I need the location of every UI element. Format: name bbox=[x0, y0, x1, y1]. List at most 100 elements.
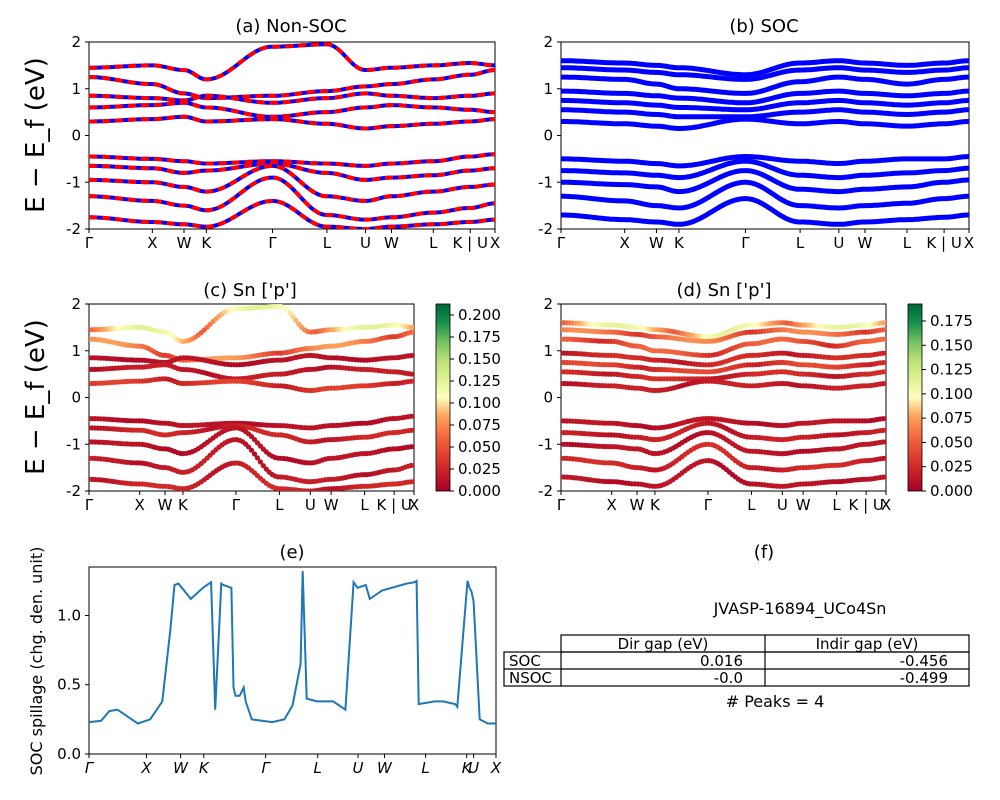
panel-b-xtick-label: W bbox=[858, 234, 873, 252]
panel-d-colorbar-label: 0.125 bbox=[930, 361, 973, 379]
panel-e-ytick-label: 1.0 bbox=[57, 606, 81, 624]
panel-c-point bbox=[287, 310, 293, 316]
panel-c-point bbox=[248, 447, 255, 453]
panel-a-xtick-label: Γ bbox=[268, 234, 277, 252]
panel-c-xtick-label: X bbox=[409, 496, 419, 514]
panel-c-ytick-label: 1 bbox=[71, 342, 81, 360]
panel-a-band-line bbox=[89, 100, 495, 119]
panel-a-band-line bbox=[89, 91, 495, 105]
panel-c-colorbar: 0.000 0.025 0.050 0.075 0.100 0.125 0.150 0.175… bbox=[435, 303, 501, 500]
panel-d-colorbar: 0.000 0.025 0.050 0.075 0.100 0.125 0.150 0.175 bbox=[907, 303, 973, 500]
panel-e-xtick-label: L bbox=[421, 759, 429, 777]
panel-a-band-line bbox=[89, 163, 495, 203]
panel-d-ytick-label: 2 bbox=[543, 295, 553, 313]
panel-a-band-line bbox=[89, 175, 495, 222]
panel-d-colorbar-label: 0.025 bbox=[930, 458, 973, 476]
panel-c-xtick-label: K | U bbox=[376, 496, 411, 514]
panel-c-colorbar-bar bbox=[435, 303, 451, 492]
panel-d-xtick-label: K | U bbox=[848, 496, 883, 514]
panel-b-title: (b) SOC bbox=[729, 16, 798, 37]
panel-a-band-line bbox=[89, 199, 495, 229]
table-row-nsoc-indir: -0.499 bbox=[900, 669, 948, 687]
panel-d-colorbar-label: 0.000 bbox=[930, 482, 973, 500]
panel-d-point bbox=[883, 415, 886, 422]
panel-b-xtick-label: L bbox=[903, 234, 912, 252]
panel-d-title: (d) Sn ['p'] bbox=[676, 280, 771, 301]
panel-e-xtick-label: L bbox=[314, 759, 322, 777]
panel-a-band-line bbox=[89, 161, 495, 182]
table-row-nsoc-label: NSOC bbox=[509, 669, 552, 687]
panel-e-xtick-label: K bbox=[199, 759, 210, 777]
panel-c-xtick-label: L bbox=[360, 496, 369, 514]
panel-c-colorbar-label: 0.125 bbox=[458, 372, 501, 390]
panel-a-band-line bbox=[89, 161, 495, 182]
panel-d-ytick-label: -1 bbox=[538, 435, 553, 453]
panel-c-point bbox=[411, 479, 414, 485]
panel-d-xtick-label: L bbox=[832, 496, 841, 514]
panel-a-band-line bbox=[89, 152, 495, 168]
panel-b-xtick-label: X bbox=[620, 234, 630, 252]
panel-e-spillage-line bbox=[88, 571, 496, 725]
panel-e-xtick-label: X bbox=[140, 759, 152, 777]
panel-c-xtick-label: W bbox=[158, 496, 173, 514]
panel-c-title: (c) Sn ['p'] bbox=[203, 280, 297, 301]
panel-c-xtick-label: K bbox=[178, 496, 189, 514]
panel-c-point bbox=[260, 463, 266, 469]
panel-a-xtick-label: L bbox=[429, 234, 438, 252]
panel-e-ytick-label: 0.0 bbox=[57, 745, 81, 763]
panel-d-point bbox=[883, 369, 886, 375]
panel-e-ytick-label: 0.5 bbox=[57, 676, 81, 694]
panel-b-band-line bbox=[561, 88, 969, 106]
panel-a-ytick-label: 0 bbox=[71, 127, 81, 145]
panel-b-ytick-label: -2 bbox=[538, 220, 553, 238]
panel-d-point bbox=[883, 350, 886, 356]
panel-a-xtick-label: W bbox=[177, 234, 192, 252]
panel-a-band-line bbox=[89, 42, 495, 82]
panel-c-point bbox=[245, 444, 252, 450]
panel-c-ytick-label: -1 bbox=[66, 435, 81, 453]
panel-a-ytick-label: -1 bbox=[66, 173, 81, 191]
panel-d-xtick-label: W bbox=[796, 496, 811, 514]
panel-a-xtick-label: X bbox=[147, 234, 157, 252]
panel-c-xtick-label: X bbox=[135, 496, 145, 514]
table-row-soc-indir: -0.456 bbox=[900, 652, 948, 670]
panel-a-xtick-label: L bbox=[323, 234, 332, 252]
panel-b-band-line bbox=[561, 154, 969, 169]
panel-a-ytick-label: 2 bbox=[71, 33, 81, 51]
panel-b-band-line bbox=[561, 74, 969, 96]
panel-a-ytick-label: 1 bbox=[71, 80, 81, 98]
panel-b-ytick-label: 1 bbox=[543, 80, 553, 98]
panel-a-band-line bbox=[89, 68, 495, 101]
panel-d-point bbox=[883, 474, 886, 480]
panel-c-xtick-label: L bbox=[275, 496, 284, 514]
panel-a-xtick-label: X bbox=[490, 234, 500, 252]
table-row-nsoc-dir: -0.0 bbox=[714, 669, 743, 687]
table-row-soc-dir: 0.016 bbox=[700, 652, 743, 670]
panel-b-band-line bbox=[561, 97, 969, 113]
panel-e-xtick-label: Γ bbox=[261, 759, 271, 777]
panel-b-band-line bbox=[561, 107, 969, 120]
panel-a-xtick-label: Γ bbox=[85, 234, 94, 252]
panel-c-xtick-label: U bbox=[305, 496, 316, 514]
panel-b-xtick-label: L bbox=[796, 234, 805, 252]
panel-c-xtick-label: W bbox=[324, 496, 339, 514]
panel-b-band-line bbox=[561, 65, 969, 82]
panel-f-subtitle: JVASP-16894_UCo4Sn bbox=[713, 599, 887, 619]
panel-b-band-line bbox=[561, 168, 969, 195]
panel-f: (f) JVASP-16894_UCo4Sn Dir gap (eV) Indi… bbox=[503, 542, 970, 711]
panel-d-colorbar-bar bbox=[907, 303, 923, 492]
panel-e-xtick-label: Γ bbox=[85, 759, 95, 777]
panel-c-point bbox=[411, 444, 414, 450]
panel-d-point bbox=[883, 327, 886, 333]
panel-c-colorbar-label: 0.150 bbox=[458, 350, 501, 368]
panel-c-point bbox=[411, 371, 414, 377]
panel-f-title: (f) bbox=[754, 542, 774, 563]
panel-c-point bbox=[251, 451, 258, 457]
panel-c-colorbar-label: 0.175 bbox=[458, 328, 501, 346]
panel-d-point bbox=[883, 336, 886, 342]
